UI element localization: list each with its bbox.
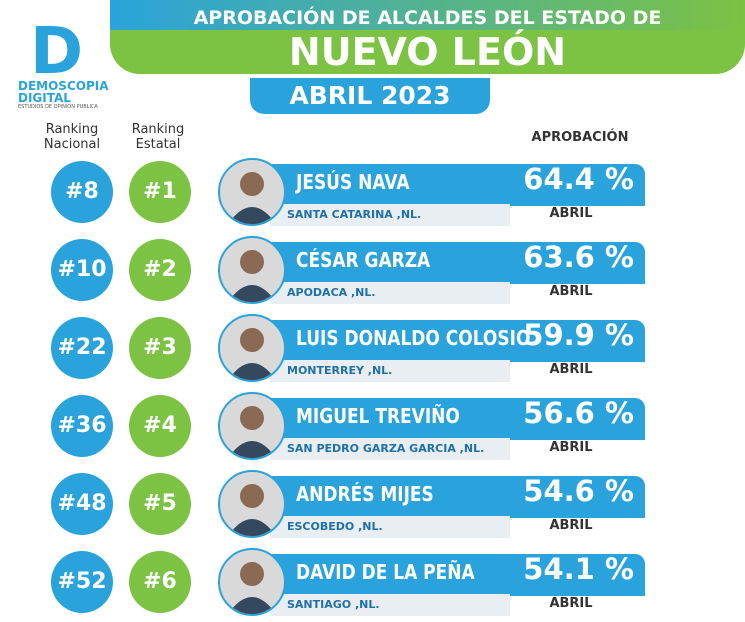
approval: 59.9 % (523, 318, 634, 352)
silhouette (228, 562, 276, 614)
name-bar (270, 554, 645, 596)
city: APODACA ,NL. (287, 286, 376, 299)
city: SANTIAGO ,NL. (287, 598, 380, 611)
photo (218, 548, 286, 616)
month: ABRIL (549, 518, 593, 533)
name-bar (270, 398, 645, 440)
state-rank: #5 (129, 473, 191, 535)
candidate-name: MIGUEL TREVIÑO (296, 404, 460, 428)
approval: 64.4 % (523, 162, 634, 196)
candidate-name: ANDRÉS MIJES (296, 482, 434, 506)
national-rank: #22 (51, 317, 113, 379)
column-header: Ranking Nacional (43, 122, 101, 152)
city: ESCOBEDO ,NL. (287, 520, 383, 533)
approval: 63.6 % (523, 240, 634, 274)
column-header: Ranking Estatal (131, 122, 185, 152)
candidate-name: JESÚS NAVA (296, 170, 410, 194)
national-rank: #8 (51, 161, 113, 223)
silhouette (228, 484, 276, 536)
month: ABRIL (549, 362, 593, 377)
silhouette (228, 172, 276, 224)
month: ABRIL (549, 440, 593, 455)
logo-line: DEMOSCOPIA (18, 79, 109, 93)
silhouette (228, 250, 276, 302)
national-rank: #52 (51, 551, 113, 613)
photo (218, 392, 286, 460)
photo (218, 314, 286, 382)
name-bar (270, 242, 645, 284)
state-rank: #1 (129, 161, 191, 223)
column-header: APROBACIÓN (531, 130, 629, 145)
month: ABRIL (549, 284, 593, 299)
photo (218, 470, 286, 538)
candidate-name: CÉSAR GARZA (296, 248, 431, 272)
silhouette (228, 328, 276, 380)
approval: 56.6 % (523, 396, 634, 430)
national-rank: #36 (51, 395, 113, 457)
name-bar (270, 320, 645, 362)
city-bar (270, 438, 510, 460)
silhouette (228, 406, 276, 458)
name-bar (270, 476, 645, 518)
logo-mark: D (30, 15, 84, 89)
month: ABRIL (549, 206, 593, 221)
logo-tagline: ESTUDIOS DE OPINION PUBLICA (18, 104, 98, 110)
city-bar (270, 282, 510, 304)
city: MONTERREY ,NL. (287, 364, 393, 377)
national-rank: #48 (51, 473, 113, 535)
approval: 54.6 % (523, 474, 634, 508)
logo-text: DEMOSCOPIA DIGITAL (18, 80, 109, 104)
national-rank: #10 (51, 239, 113, 301)
subtitle: ABRIL 2023 (250, 78, 490, 114)
city-bar (270, 594, 510, 616)
photo (218, 236, 286, 304)
approval: 54.1 % (523, 552, 634, 586)
title-state: NUEVO LEÓN (110, 30, 745, 74)
state-rank: #4 (129, 395, 191, 457)
city-bar (270, 204, 510, 226)
candidate-name: DAVID DE LA PEÑA (296, 560, 475, 584)
city-bar (270, 360, 510, 382)
state-rank: #6 (129, 551, 191, 613)
state-rank: #2 (129, 239, 191, 301)
month: ABRIL (549, 596, 593, 611)
logo-line: DIGITAL (18, 91, 71, 105)
name-bar (270, 164, 645, 206)
state-rank: #3 (129, 317, 191, 379)
candidate-name: LUIS DONALDO COLOSIO (296, 326, 531, 350)
photo (218, 158, 286, 226)
city: SAN PEDRO GARZA GARCIA ,NL. (287, 442, 485, 455)
city-bar (270, 516, 510, 538)
city: SANTA CATARINA ,NL. (287, 208, 422, 221)
